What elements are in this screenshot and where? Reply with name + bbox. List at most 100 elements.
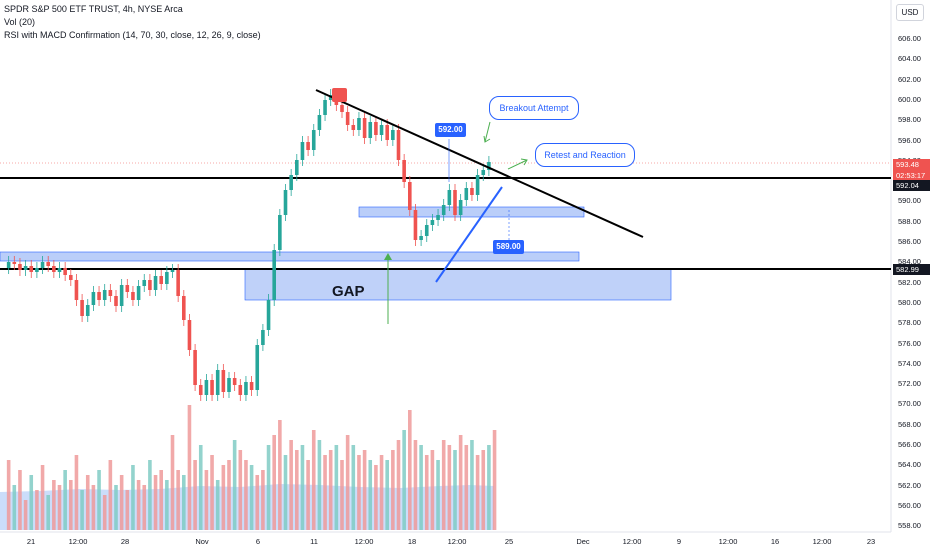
volume-bar [244, 460, 248, 530]
price-axis-label: 576.00 [898, 338, 921, 348]
level-592-tag: 592.04 [893, 180, 930, 191]
volume-bar [159, 470, 163, 530]
time-axis-label: 9 [676, 537, 682, 546]
breakout-arrow-head [483, 135, 491, 143]
volume-bar [142, 485, 147, 530]
candle-body [430, 220, 435, 225]
volume-bar [385, 460, 389, 530]
volume-bar [464, 445, 469, 530]
candle-body [481, 170, 486, 175]
volume-bar [12, 485, 17, 530]
descending-trendline[interactable] [315, 89, 644, 238]
candle-body [436, 215, 440, 220]
price-axis-label: 598.00 [898, 115, 921, 125]
volume-bar [63, 470, 67, 530]
time-axis-label: 12:00 [68, 537, 88, 546]
candle-body [18, 264, 22, 270]
price-axis-label: 602.00 [898, 74, 921, 84]
candle-body [278, 215, 282, 250]
volume-bar [487, 445, 491, 530]
volume-bar [328, 450, 333, 530]
price-axis-label: 588.00 [898, 216, 921, 226]
retest-arrow [507, 159, 528, 170]
volume-bar [232, 440, 237, 530]
candle-body [261, 330, 265, 345]
time-axis-label: 6 [255, 537, 261, 546]
breakout-arrow [484, 121, 491, 143]
candle-body [441, 205, 446, 215]
price-axis-label: 564.00 [898, 460, 921, 470]
candle-body [323, 100, 327, 115]
ascending-trendline[interactable] [435, 186, 503, 283]
volume-bar [40, 465, 45, 530]
volume-bar [102, 495, 107, 530]
volume-bar [306, 460, 310, 530]
volume-bar [362, 450, 367, 530]
candle-body [255, 345, 260, 390]
volume-bar [458, 435, 463, 530]
candlesticks [6, 89, 491, 401]
candle-body [182, 296, 186, 320]
candle-body [23, 266, 28, 270]
price-axis-label: 570.00 [898, 399, 921, 409]
volume-bar [453, 450, 457, 530]
volume-bar [238, 450, 243, 530]
volume-bar [97, 470, 101, 530]
retest-reaction-callout[interactable]: Retest and Reaction [535, 143, 635, 167]
volume-bar [424, 455, 429, 530]
time-axis-label: 25 [504, 537, 514, 546]
candle-body [35, 268, 39, 272]
rsi-macd-indicator-label[interactable]: RSI with MACD Confirmation (14, 70, 30, … [4, 30, 261, 40]
volume-bar [114, 485, 118, 530]
volume-bar [374, 465, 378, 530]
time-axis-label: 21 [26, 537, 36, 546]
candle-body [204, 380, 209, 395]
volume-bar [436, 460, 440, 530]
price-axis-label: 582.00 [898, 277, 921, 287]
candle-body [470, 188, 474, 195]
red-high-marker [332, 88, 347, 102]
volume-bar [396, 440, 401, 530]
volume-bar [379, 455, 384, 530]
time-axis-label: 16 [770, 537, 780, 546]
breakout-attempt-callout[interactable]: Breakout Attempt [489, 96, 579, 120]
volume-bar [317, 440, 322, 530]
volume-bar [345, 435, 350, 530]
volume-bar [182, 475, 186, 530]
candle-body [351, 125, 356, 130]
price-axis-label: 578.00 [898, 318, 921, 328]
volume-bar [193, 460, 197, 530]
volume-bar [23, 500, 28, 530]
candle-body [63, 268, 67, 275]
volume-bar [125, 490, 130, 530]
price-axis-label: 574.00 [898, 358, 921, 368]
currency-button[interactable]: USD [896, 4, 924, 21]
price-axis-label: 568.00 [898, 419, 921, 429]
candle-body [238, 385, 243, 395]
volume-bar [441, 440, 446, 530]
candle-body [187, 320, 192, 350]
volume-bar [447, 445, 452, 530]
time-axis-label: 12:00 [447, 537, 467, 546]
candle-body [97, 292, 101, 300]
volume-bar [323, 455, 327, 530]
candle-body [148, 280, 152, 290]
volume-bar [368, 460, 373, 530]
volume-bar [198, 445, 203, 530]
volume-bar [419, 445, 423, 530]
time-axis-label: 12:00 [622, 537, 642, 546]
candle-body [419, 236, 423, 240]
candle-body [391, 130, 395, 140]
volume-indicator-label[interactable]: Vol (20) [4, 17, 36, 27]
volume-bar [80, 490, 84, 530]
candle-body [289, 175, 293, 190]
volume-bar [289, 440, 293, 530]
candle-body [232, 378, 237, 385]
level-583-tag: 582.99 [893, 264, 930, 275]
volume-bar [492, 430, 497, 530]
time-axis-label: 12:00 [718, 537, 738, 546]
volume-bar [470, 440, 474, 530]
volume-bar [204, 470, 209, 530]
candle-body [249, 382, 254, 390]
